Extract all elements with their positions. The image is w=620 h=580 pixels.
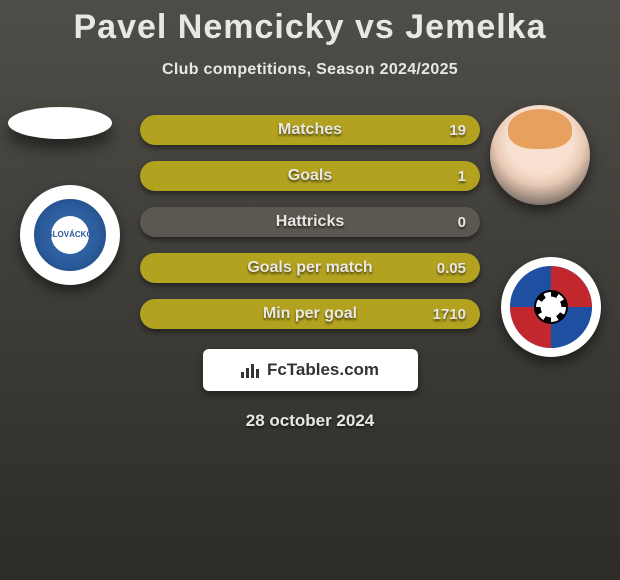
page-subtitle: Club competitions, Season 2024/2025 [0,61,620,79]
stat-bars: Matches 19 Goals 1 Hattricks 0 Goals per match… [140,115,480,329]
stat-bar: Goals 1 [140,161,480,191]
brand-badge: FcTables.com [203,349,418,391]
stat-value-right: 0.05 [437,260,466,277]
stat-label: Hattricks [276,213,344,231]
stat-value-right: 0 [458,214,466,231]
stat-value-right: 19 [449,122,466,139]
infographic-root: Pavel Nemcicky vs Jemelka Club competiti… [0,0,620,580]
footer-date: 28 october 2024 [0,411,620,431]
stat-bar: Goals per match 0.05 [140,253,480,283]
comparison-area: SLOVÁCKO PLZEŇ Matches 19 Goals 1 Hattricks 0… [0,119,620,431]
bar-chart-icon [241,362,261,378]
stat-label: Goals [288,167,332,185]
club-badge-left-label: SLOVÁCKO [47,231,92,239]
stat-value-right: 1 [458,168,466,185]
stat-label: Goals per match [247,259,372,277]
stat-bar: Matches 19 [140,115,480,145]
page-title: Pavel Nemcicky vs Jemelka [0,0,620,47]
club-badge-right: PLZEŇ [501,257,601,357]
stat-value-right: 1710 [433,306,466,323]
player-left-avatar [8,107,112,139]
stat-bar: Min per goal 1710 [140,299,480,329]
brand-text: FcTables.com [267,360,379,380]
club-badge-left: SLOVÁCKO [20,185,120,285]
stat-label: Matches [278,121,342,139]
stat-bar: Hattricks 0 [140,207,480,237]
player-right-avatar [490,105,590,205]
stat-label: Min per goal [263,305,357,323]
